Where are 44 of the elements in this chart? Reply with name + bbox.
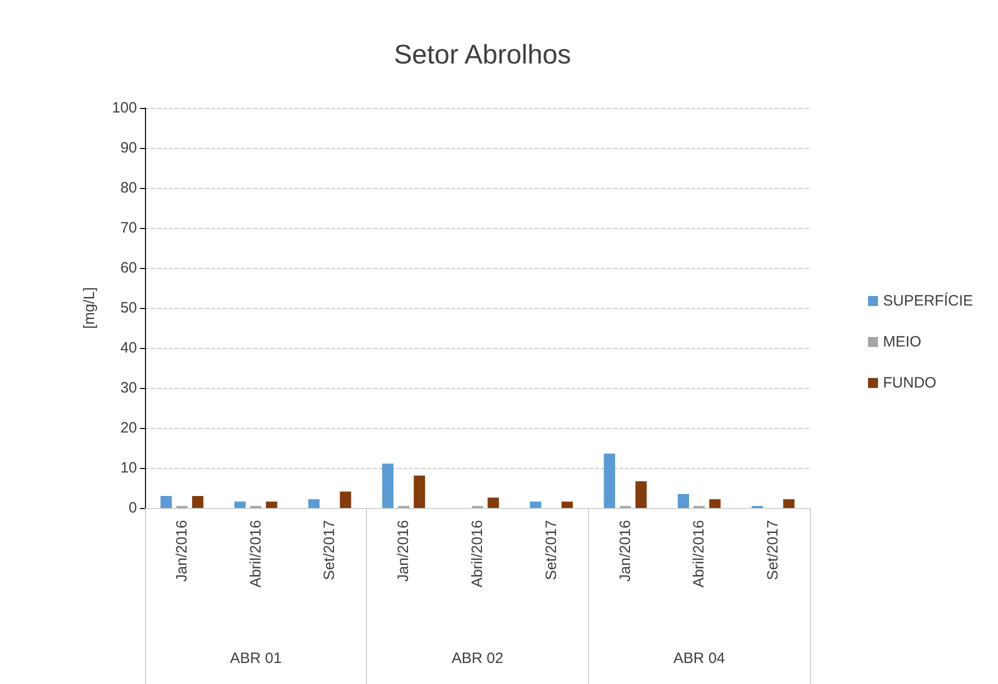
bar: [340, 492, 352, 508]
x-tick-label: Jan/2016: [395, 520, 412, 582]
bar: [562, 502, 573, 508]
x-tick-label: Set/2017: [321, 520, 338, 580]
text: ABR 02: [452, 650, 504, 667]
bar: [604, 454, 616, 508]
text: ABR 04: [673, 650, 726, 667]
bar: [783, 499, 794, 508]
x-tick-label: Set/2017: [542, 520, 560, 580]
y-tick-label: 50: [120, 300, 137, 316]
y-tick-label: 30: [120, 380, 137, 396]
y-tick-label: 80: [120, 180, 137, 196]
bar: [709, 499, 721, 508]
y-tick-label: 70: [120, 220, 137, 236]
y-tick-label: 90: [120, 140, 137, 156]
y-tick-label: 0: [128, 500, 137, 516]
bar: [414, 476, 426, 508]
bar: [160, 496, 172, 508]
y-axis-title: [mg/L]: [81, 287, 98, 329]
x-tick-label: Set/2017: [764, 520, 782, 580]
bar: [635, 481, 647, 508]
x-tick-label: Jan/2016: [616, 520, 634, 582]
bar: [678, 494, 690, 508]
x-tick-label: Abril/2016: [690, 520, 708, 588]
y-tick-label: 60: [120, 260, 137, 276]
y-tick-label: 100: [112, 100, 137, 116]
bar: [266, 502, 278, 508]
legend-label: SUPERFÍCIE: [882, 292, 973, 310]
x-tick-label: Abril/2016: [469, 520, 486, 588]
bar: [192, 496, 204, 508]
chart-title: Setor Abrolhos: [394, 40, 572, 70]
x-tick-label: Jan/2016: [173, 520, 190, 582]
bar: [530, 502, 542, 508]
text: ABR 01: [230, 650, 282, 667]
y-tick-label: 10: [120, 460, 137, 476]
bar: [382, 464, 394, 508]
legend-label: MEIO: [882, 334, 922, 350]
bar: [308, 499, 320, 508]
y-tick-label: 20: [120, 420, 137, 436]
bar: [488, 498, 499, 508]
y-tick-label: 40: [120, 340, 137, 356]
legend-label: FUNDO: [882, 374, 936, 392]
x-tick-label: Abril/2016: [247, 520, 264, 588]
bar: [234, 502, 246, 508]
